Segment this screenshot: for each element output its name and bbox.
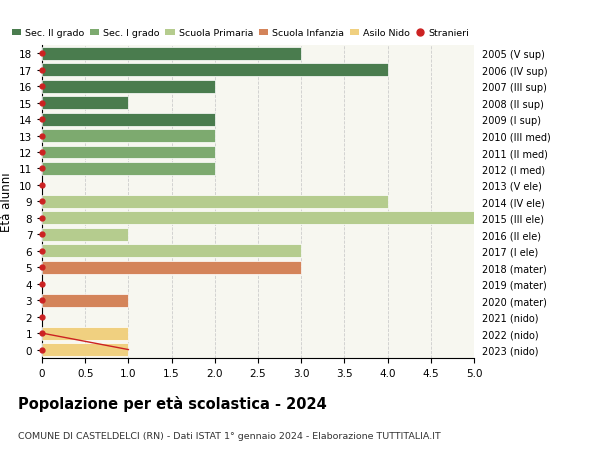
- Bar: [42, 261, 301, 274]
- Bar: [42, 162, 215, 175]
- Bar: [42, 327, 128, 340]
- Bar: [42, 146, 215, 159]
- Bar: [42, 97, 128, 110]
- Bar: [42, 245, 301, 257]
- Bar: [42, 113, 215, 126]
- Bar: [42, 229, 128, 241]
- Legend: Sec. II grado, Sec. I grado, Scuola Primaria, Scuola Infanzia, Asilo Nido, Stran: Sec. II grado, Sec. I grado, Scuola Prim…: [12, 29, 469, 38]
- Bar: [42, 130, 215, 143]
- Bar: [42, 343, 128, 356]
- Text: Popolazione per età scolastica - 2024: Popolazione per età scolastica - 2024: [18, 395, 327, 411]
- Bar: [42, 212, 474, 225]
- Bar: [42, 196, 388, 208]
- Text: COMUNE DI CASTELDELCI (RN) - Dati ISTAT 1° gennaio 2024 - Elaborazione TUTTITALI: COMUNE DI CASTELDELCI (RN) - Dati ISTAT …: [18, 431, 441, 441]
- Bar: [42, 81, 215, 93]
- Y-axis label: Età alunni: Età alunni: [1, 172, 13, 232]
- Bar: [42, 48, 301, 61]
- Bar: [42, 64, 388, 77]
- Bar: [42, 294, 128, 307]
